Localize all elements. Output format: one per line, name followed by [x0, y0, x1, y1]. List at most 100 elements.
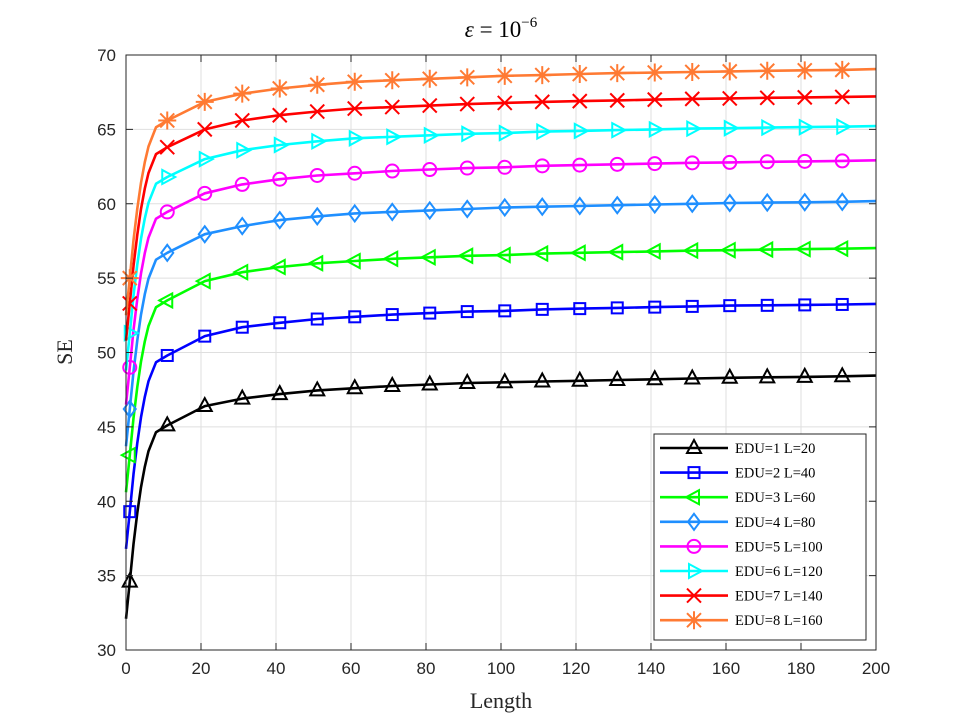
- data-point: [757, 240, 774, 259]
- data-point: [195, 92, 214, 111]
- data-point: [722, 154, 738, 170]
- data-point: [721, 367, 739, 384]
- data-point: [458, 68, 477, 87]
- data-point: [422, 162, 438, 178]
- data-point: [234, 112, 250, 129]
- data-point: [759, 154, 775, 170]
- legend-marker: [683, 488, 700, 506]
- data-point: [384, 163, 400, 179]
- data-point: [273, 316, 287, 330]
- data-point: [646, 369, 664, 386]
- data-point: [760, 192, 775, 213]
- data-point: [794, 240, 811, 258]
- x-tick-label: 200: [862, 659, 890, 678]
- x-tick-label: 140: [637, 659, 665, 678]
- y-tick-label: 30: [97, 641, 116, 660]
- series-line: [124, 124, 877, 371]
- data-point: [308, 75, 327, 94]
- data-point: [833, 60, 852, 79]
- data-point: [270, 79, 289, 98]
- legend-marker: [686, 512, 702, 532]
- data-point: [269, 258, 286, 276]
- x-tick-label: 180: [787, 659, 815, 678]
- data-point: [535, 197, 550, 217]
- data-point: [722, 193, 737, 213]
- data-point: [310, 206, 325, 227]
- data-point: [720, 62, 739, 81]
- x-tick-label: 60: [342, 659, 361, 678]
- series-layer: [119, 60, 877, 619]
- legend-label: EDU=3 L=60: [735, 490, 815, 506]
- x-tick-label: 0: [121, 659, 130, 678]
- data-point: [422, 200, 437, 221]
- data-point: [198, 150, 215, 168]
- data-point: [386, 128, 403, 146]
- y-tick-label: 70: [97, 46, 116, 65]
- data-point: [460, 305, 474, 319]
- legend-label: EDU=5 L=100: [735, 539, 823, 555]
- x-tick-label: 160: [712, 659, 740, 678]
- legend-item: EDU=8 L=160: [660, 611, 823, 629]
- data-point: [835, 297, 849, 311]
- series-8: [120, 60, 877, 316]
- data-point: [495, 66, 514, 85]
- series-line: [124, 246, 877, 493]
- data-point: [497, 197, 512, 218]
- data-point: [384, 99, 400, 115]
- x-tick-label: 40: [267, 659, 286, 678]
- data-point: [798, 298, 812, 312]
- x-tick-label: 80: [417, 659, 436, 678]
- data-point: [758, 367, 776, 384]
- series-6: [123, 118, 877, 371]
- data-point: [272, 171, 288, 187]
- data-point: [198, 329, 212, 343]
- data-point: [533, 66, 552, 85]
- data-point: [273, 136, 290, 154]
- data-point: [497, 159, 513, 175]
- data-point: [609, 156, 625, 172]
- y-tick-label: 65: [97, 120, 116, 139]
- data-point: [608, 369, 626, 387]
- data-point: [497, 95, 513, 111]
- y-tick-label: 45: [97, 418, 116, 437]
- data-point: [235, 320, 249, 334]
- data-point: [685, 299, 699, 313]
- data-point: [123, 324, 140, 342]
- data-point: [760, 298, 774, 312]
- data-point: [723, 119, 740, 137]
- data-point: [647, 194, 662, 215]
- series-4: [122, 192, 877, 447]
- data-point: [722, 90, 738, 107]
- data-point: [648, 120, 665, 139]
- data-point: [719, 241, 736, 259]
- data-point: [644, 242, 661, 261]
- legend-marker: [687, 466, 701, 480]
- data-point: [797, 153, 813, 169]
- series-line: [124, 199, 877, 447]
- data-point: [158, 415, 176, 432]
- series-line: [124, 302, 877, 550]
- data-point: [383, 71, 402, 90]
- legend-label: EDU=1 L=20: [735, 441, 815, 457]
- series-line: [124, 374, 877, 619]
- data-point: [347, 165, 363, 181]
- data-point: [307, 254, 324, 272]
- data-point: [419, 248, 436, 266]
- data-point: [420, 69, 439, 88]
- data-point: [344, 252, 361, 270]
- data-point: [159, 139, 175, 155]
- data-point: [458, 372, 476, 389]
- legend-label: EDU=6 L=120: [735, 564, 823, 580]
- x-tick-label: 20: [192, 659, 211, 678]
- data-point: [197, 121, 213, 138]
- series-line: [124, 95, 877, 341]
- data-point: [196, 395, 214, 413]
- series-line: [124, 159, 877, 405]
- data-point: [233, 388, 251, 405]
- data-point: [569, 244, 586, 262]
- data-point: [534, 158, 550, 174]
- data-point: [532, 244, 549, 263]
- legend-marker: [686, 587, 702, 604]
- data-point: [686, 119, 703, 138]
- data-point: [798, 118, 815, 136]
